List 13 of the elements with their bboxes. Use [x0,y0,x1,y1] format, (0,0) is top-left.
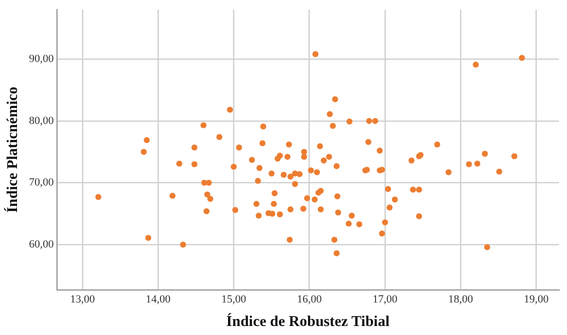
x-tick-label: 15,00 [221,293,247,306]
x-tick-label: 14,00 [146,293,171,306]
y-tick-label: 60,00 [29,238,54,251]
y-tick-label: 70,00 [29,176,54,189]
y-tick-label: 80,00 [29,114,54,127]
x-tick-label: 16,00 [297,293,322,306]
x-tick-label: 18,00 [448,293,474,306]
y-tick-label: 90,00 [29,52,54,65]
x-tick-label: 17,00 [372,293,398,306]
y-axis-title: Índice Platicnémico [4,86,21,213]
x-axis-title: Índice de Robustez Tibial [226,312,390,330]
x-tick-label: 19,00 [524,293,550,306]
x-tick-label: 13,00 [70,293,96,306]
